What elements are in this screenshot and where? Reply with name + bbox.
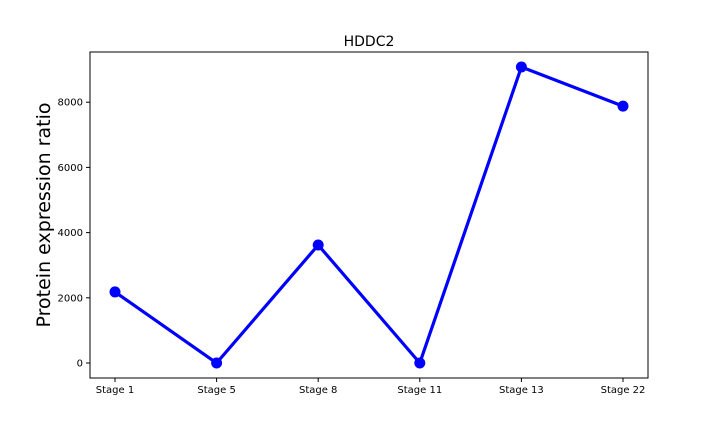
y-axis-label: Protein expression ratio — [33, 103, 55, 328]
x-tick-label: Stage 5 — [197, 385, 235, 396]
data-point — [109, 286, 121, 298]
data-point — [414, 357, 426, 369]
data-point — [617, 100, 629, 112]
x-tick-label: Stage 13 — [499, 385, 544, 396]
y-tick-label: 4000 — [58, 228, 83, 239]
y-tick-label: 8000 — [58, 98, 83, 109]
y-tick-label: 2000 — [58, 293, 83, 304]
y-axis: 0 2000 4000 6000 8000 — [58, 98, 90, 370]
plot-area — [89, 51, 649, 379]
y-tick-label: 6000 — [58, 163, 83, 174]
series-layer — [109, 61, 629, 369]
x-tick-label: Stage 11 — [397, 385, 442, 396]
x-axis: Stage 1 Stage 5 Stage 8 Stage 11 Stage 13 Sta… — [96, 378, 646, 396]
x-tick-label: Stage 8 — [299, 385, 337, 396]
series-line — [114, 65, 624, 365]
x-tick-label: Stage 1 — [96, 385, 134, 396]
data-point — [211, 357, 223, 369]
data-point — [312, 239, 324, 251]
chart-title: HDDC2 — [344, 34, 395, 50]
y-tick-label: 0 — [77, 359, 83, 370]
x-tick-label: Stage 22 — [601, 385, 646, 396]
plot-frame — [89, 51, 649, 379]
data-point — [515, 61, 527, 73]
